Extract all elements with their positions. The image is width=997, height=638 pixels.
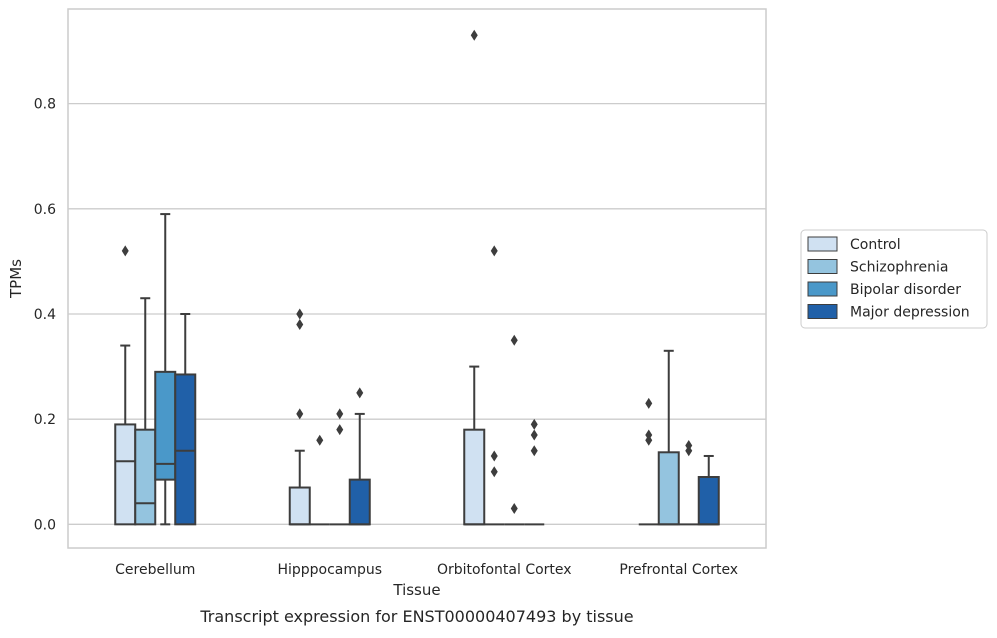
outlier-point	[296, 319, 304, 331]
legend-swatch	[807, 304, 838, 319]
box-0-2	[154, 213, 177, 526]
box-0-3	[174, 312, 197, 526]
outlier-point	[336, 408, 344, 420]
outlier-point	[336, 424, 344, 436]
x-axis-label: Tissue	[392, 581, 440, 599]
legend-label: Schizophrenia	[850, 260, 948, 276]
outlier-point	[490, 450, 498, 462]
plot-frame	[67, 8, 767, 549]
outlier-point	[645, 397, 653, 409]
outlier-point	[490, 466, 498, 478]
y-axis-ticks: 0.0 0.2 0.4 0.6 0.8	[34, 97, 56, 534]
box-iqr	[697, 476, 720, 526]
y-tick-label: 0.6	[34, 202, 56, 218]
legend-label: Major depression	[850, 305, 970, 321]
box-3-3	[697, 454, 720, 526]
legend-label: Bipolar disorder	[850, 282, 961, 298]
outlier-point	[470, 29, 478, 41]
legend-swatch	[807, 281, 838, 297]
box-3-1	[657, 349, 680, 526]
box-3-0	[638, 397, 659, 526]
legend-swatch	[807, 259, 838, 274]
box-0-1	[134, 297, 157, 526]
outlier-point	[685, 439, 693, 451]
outlier-point	[510, 503, 518, 515]
box-1-2	[329, 408, 350, 526]
box-2-3	[524, 418, 545, 526]
box-3-2	[678, 439, 699, 526]
outlier-point	[645, 429, 653, 441]
box-iqr	[174, 373, 197, 526]
box-iqr	[288, 486, 311, 526]
legend-swatch	[807, 236, 838, 252]
y-axis-label: TPMs	[7, 259, 25, 299]
box-1-3	[348, 387, 371, 526]
box-2-1	[484, 245, 505, 526]
box-2-0	[463, 29, 486, 526]
outlier-point	[510, 334, 518, 346]
box-1-0	[288, 308, 311, 526]
x-tick-label: Cerebellum	[115, 562, 195, 578]
outlier-point	[296, 308, 304, 320]
box-plots	[114, 29, 720, 526]
x-tick-label: Prefrontal Cortex	[619, 562, 738, 578]
outlier-point	[316, 434, 324, 446]
legend-label: Control	[850, 237, 901, 253]
x-axis-ticks: Cerebellum Hipppocampus Orbitofontal Corte…	[115, 562, 738, 578]
box-iqr	[463, 428, 486, 526]
outlier-point	[490, 245, 498, 257]
box-0-0	[114, 245, 137, 526]
box-2-2	[504, 334, 525, 526]
box-iqr	[114, 423, 137, 526]
box-iqr	[657, 451, 680, 526]
figure-caption: Transcript expression for ENST0000040749…	[199, 607, 633, 626]
box-iqr	[134, 428, 157, 526]
outlier-point	[356, 387, 364, 399]
outlier-point	[530, 445, 538, 457]
legend-frame	[800, 229, 988, 329]
y-tick-label: 0.4	[34, 307, 56, 323]
y-tick-label: 0.0	[34, 517, 56, 533]
y-tick-label: 0.8	[34, 97, 56, 113]
x-tick-label: Hipppocampus	[277, 562, 382, 578]
y-tick-label: 0.2	[34, 412, 56, 428]
outlier-point	[530, 418, 538, 430]
box-iqr	[348, 478, 371, 526]
outlier-point	[530, 429, 538, 441]
outlier-point	[121, 245, 129, 257]
legend: Control Schizophrenia Bipolar disorder Majo…	[800, 229, 988, 329]
x-tick-label: Orbitofontal Cortex	[437, 562, 572, 578]
outlier-point	[296, 408, 304, 420]
box-1-1	[309, 434, 330, 526]
